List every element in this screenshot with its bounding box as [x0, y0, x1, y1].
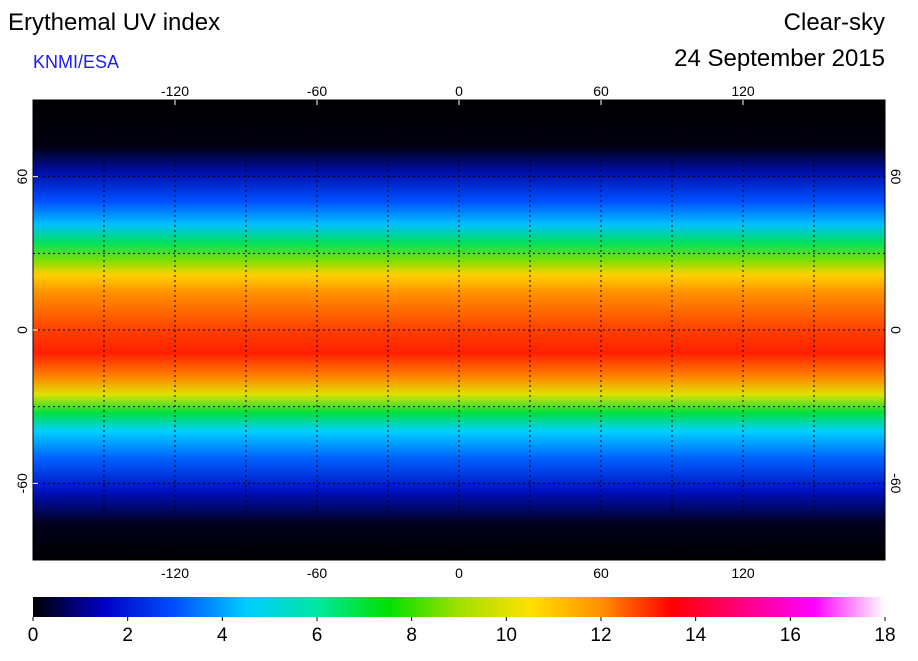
- colorbar-tick-label: 10: [496, 625, 517, 646]
- x-tick-label-top: 0: [455, 83, 463, 99]
- source: KNMI/ESA: [33, 52, 119, 72]
- colorbar-tick-label: 2: [122, 625, 133, 646]
- title: Erythemal UV index: [8, 9, 220, 36]
- condition: Clear-sky: [784, 9, 885, 36]
- x-tick-label-bottom: -120: [161, 565, 189, 581]
- colorbar-tick-label: 0: [28, 625, 39, 646]
- y-tick-label-right: 60: [888, 169, 904, 185]
- colorbar-tick-label: 6: [312, 625, 323, 646]
- graticule: [33, 100, 885, 560]
- colorbar-tick-label: 4: [217, 625, 228, 646]
- colorbar-tick-label: 16: [780, 625, 801, 646]
- y-tick-label-right: 0: [888, 326, 904, 334]
- x-tick-label-bottom: -60: [307, 565, 327, 581]
- x-tick-label-top: -60: [307, 83, 327, 99]
- x-tick-label-top: 120: [731, 83, 755, 99]
- colorbar: [33, 597, 885, 617]
- x-tick-label-bottom: 0: [455, 565, 463, 581]
- y-tick-label-left: -60: [14, 473, 30, 493]
- x-tick-label-bottom: 60: [593, 565, 609, 581]
- y-tick-label-left: 60: [14, 169, 30, 185]
- colorbar-tick-label: 8: [406, 625, 417, 646]
- colorbar-tick-label: 12: [590, 625, 611, 646]
- colorbar-tick-label: 14: [685, 625, 707, 646]
- x-tick-label-top: 60: [593, 83, 609, 99]
- x-tick-label-top: -120: [161, 83, 189, 99]
- y-tick-label-right: -60: [888, 473, 904, 493]
- x-tick-label-bottom: 120: [731, 565, 755, 581]
- y-tick-label-left: 0: [14, 326, 30, 334]
- date: 24 September 2015: [674, 45, 885, 72]
- colorbar-tick-label: 18: [874, 625, 895, 646]
